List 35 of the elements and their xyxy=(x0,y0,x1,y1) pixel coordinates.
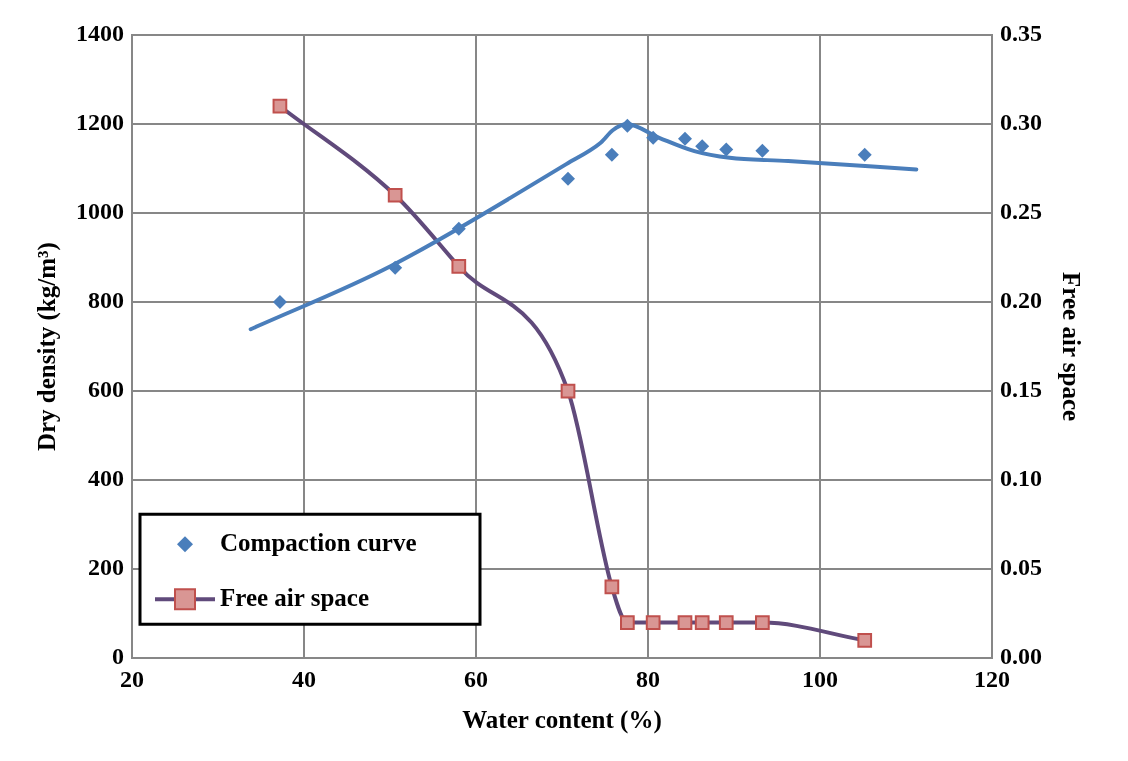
legend-label: Compaction curve xyxy=(220,528,417,556)
y-axis-title: Dry density (kg/m³) xyxy=(33,242,62,452)
x-tick-label: 60 xyxy=(464,665,488,692)
point xyxy=(646,130,661,145)
point xyxy=(620,118,635,133)
y2-tick-label: 0.20 xyxy=(1000,287,1042,314)
point xyxy=(695,139,710,154)
x-tick-label: 100 xyxy=(802,665,838,692)
y2-tick-label: 0.25 xyxy=(1000,198,1042,225)
point xyxy=(561,171,576,186)
y2-tick-label: 0.05 xyxy=(1000,554,1042,581)
y2-tick-label: 0.15 xyxy=(1000,376,1042,403)
y-tick-label: 400 xyxy=(88,465,124,492)
y-tick-label: 200 xyxy=(88,554,124,581)
point xyxy=(677,131,692,146)
point xyxy=(451,221,466,236)
y2-tick-label: 0.30 xyxy=(1000,109,1042,136)
y-tick-label: 600 xyxy=(88,376,124,403)
y-tick-label: 1400 xyxy=(76,20,124,47)
point xyxy=(272,295,287,310)
y-tick-label: 1000 xyxy=(76,198,124,225)
y2-axis-title: Free air space xyxy=(1057,272,1085,422)
x-tick-label: 40 xyxy=(292,665,316,692)
y-tick-label: 1200 xyxy=(76,109,124,136)
point xyxy=(719,142,734,157)
legend-label: Free air space xyxy=(220,583,370,611)
y2-tick-label: 0.35 xyxy=(1000,20,1042,47)
x-tick-label: 80 xyxy=(636,665,660,692)
point xyxy=(755,143,770,158)
y2-tick-label: 0.10 xyxy=(1000,465,1042,492)
x-axis-title: Water content (%) xyxy=(462,706,662,735)
y-tick-label: 800 xyxy=(88,287,124,314)
point xyxy=(857,147,872,162)
point xyxy=(604,147,619,162)
point xyxy=(388,260,403,275)
